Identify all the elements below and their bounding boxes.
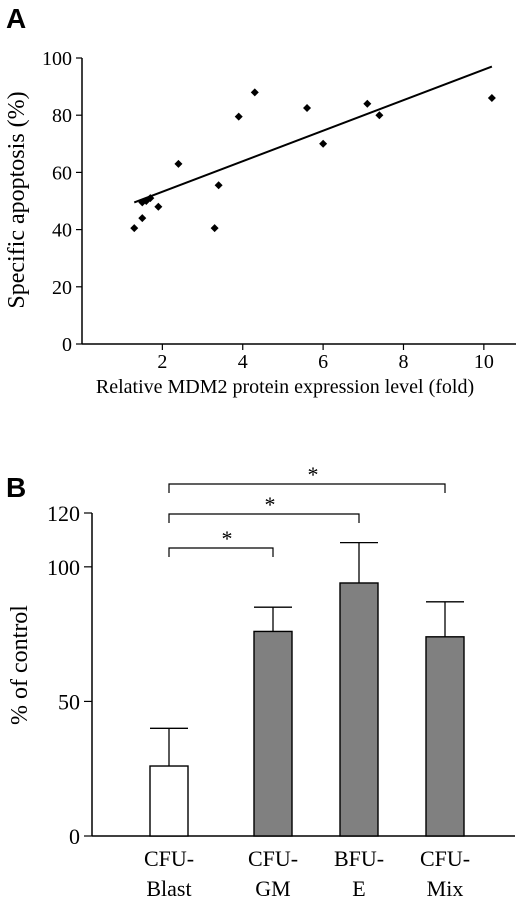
- category-label: CFU-: [144, 846, 194, 871]
- x-tick-label: 4: [238, 351, 248, 373]
- data-point: [234, 112, 243, 121]
- category-label: E: [352, 876, 365, 901]
- y-tick-label: 100: [42, 48, 72, 70]
- category-label: BFU-: [334, 846, 384, 871]
- panel-a-axes: [81, 58, 516, 345]
- data-point: [363, 99, 372, 108]
- y-tick-label: 0: [62, 334, 72, 356]
- category-label: GM: [255, 876, 290, 901]
- significance-star: *: [222, 526, 233, 551]
- bar: [253, 630, 293, 837]
- bar: [339, 582, 379, 837]
- bar: [425, 636, 465, 837]
- y-tick-label: 20: [52, 277, 72, 299]
- data-point: [138, 214, 147, 223]
- panel-b-label: B: [6, 472, 26, 503]
- category-label: Blast: [146, 876, 191, 901]
- x-tick-label: 6: [318, 351, 328, 373]
- y-tick-label: 80: [52, 105, 72, 127]
- data-point: [146, 194, 155, 203]
- panel-b-ticks: 0 50 100 120: [47, 501, 92, 849]
- data-point: [154, 202, 163, 211]
- significance-star: *: [308, 462, 319, 487]
- panel-b-y-axis-title: % of control: [7, 605, 33, 725]
- panel-b-bars: [149, 582, 465, 837]
- trendline: [133, 65, 493, 204]
- data-point: [214, 181, 223, 190]
- significance-brackets: * * *: [168, 462, 446, 557]
- panel-a-points: [130, 88, 496, 233]
- category-label: Mix: [427, 876, 464, 901]
- data-point: [130, 224, 139, 233]
- y-tick-label: 120: [47, 501, 80, 526]
- significance-bracket: [168, 547, 274, 557]
- panel-b-error-bars: [150, 541, 464, 767]
- significance-bracket: [168, 513, 360, 523]
- panel-a-y-axis-title: Specific apoptosis (%): [4, 91, 30, 308]
- y-tick-label: 0: [69, 824, 80, 849]
- x-tick-label: 10: [474, 351, 494, 373]
- y-tick-label: 40: [52, 220, 72, 242]
- y-tick-label: 100: [47, 555, 80, 580]
- panel-a-scatter: A 0 20 40 60 80 100 2 4 6 8 10 Relative MDM2 prote…: [4, 3, 516, 398]
- x-tick-label: 8: [398, 351, 408, 373]
- data-point: [250, 88, 259, 97]
- panel-a-label: A: [6, 3, 26, 34]
- y-tick-label: 60: [52, 162, 72, 184]
- panel-a-x-axis-title: Relative MDM2 protein expression level (…: [96, 376, 474, 398]
- panel-a-ticks: 0 20 40 60 80 100 2 4 6 8 10: [42, 48, 494, 373]
- data-point: [487, 94, 496, 103]
- category-label: CFU-: [248, 846, 298, 871]
- category-label: CFU-: [420, 846, 470, 871]
- panel-b-category-labels: CFU- Blast CFU- GM BFU- E CFU- Mix: [144, 846, 470, 901]
- y-tick-label: 50: [58, 689, 80, 714]
- data-point: [375, 111, 384, 120]
- data-point: [174, 159, 183, 168]
- bar: [149, 765, 189, 837]
- significance-bracket: [168, 483, 446, 493]
- x-tick-label: 2: [157, 351, 167, 373]
- data-point: [319, 139, 328, 148]
- significance-star: *: [265, 492, 276, 517]
- data-point: [210, 224, 219, 233]
- data-point: [303, 104, 312, 113]
